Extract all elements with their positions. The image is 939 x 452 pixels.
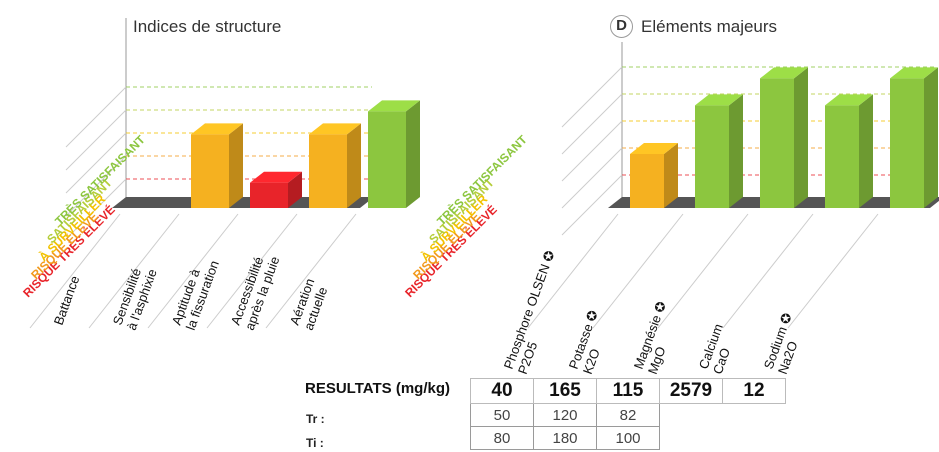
results-label: RESULTATS (mg/kg) — [305, 380, 450, 397]
level-guide — [65, 155, 127, 217]
ti-mgo: 100 — [596, 426, 660, 450]
level-guide — [65, 132, 127, 194]
ti-k2o: 180 — [533, 426, 597, 450]
bar-top — [825, 94, 873, 106]
category-label: Aptitude àla fissuration — [169, 253, 222, 332]
level-guide — [561, 147, 623, 209]
bar-top — [695, 94, 743, 106]
tr-k2o: 120 — [533, 403, 597, 427]
category-label: Potasse ✪K2O — [566, 308, 615, 376]
bar-side — [924, 67, 938, 209]
category-label: CalciumCaO — [696, 322, 740, 376]
bar-4 — [890, 78, 924, 209]
chart2-title: Eléments majeurs — [641, 17, 778, 36]
result-p2o5: 40 — [470, 378, 534, 404]
bar-4 — [368, 111, 406, 208]
results-row-tr: 50 120 82 — [470, 403, 786, 427]
bar-top — [760, 67, 808, 79]
bar-top — [630, 143, 678, 154]
chart1-floor — [112, 197, 374, 208]
category-label: Sodium ✪Na2O — [761, 311, 809, 376]
bar-1 — [695, 105, 729, 208]
bar-2 — [760, 78, 794, 209]
bar-2 — [250, 182, 288, 208]
category-label: Phosphore OLSEN ✪P2O5 — [501, 248, 572, 376]
ti-label: Ti : — [306, 436, 324, 450]
bar-side — [729, 94, 743, 208]
bar-top — [191, 123, 243, 135]
bar-top — [309, 123, 361, 135]
level-guide — [561, 93, 623, 155]
results-row-ti: 80 180 100 — [470, 426, 786, 450]
tr-mgo: 82 — [596, 403, 660, 427]
result-k2o: 165 — [533, 378, 597, 404]
level-guide — [561, 120, 623, 182]
section-badge: D — [610, 15, 633, 38]
level-guide — [65, 86, 127, 148]
category-divider — [527, 213, 619, 329]
bar-side — [288, 171, 302, 208]
category-divider — [265, 213, 357, 329]
tr-label: Tr : — [306, 412, 325, 426]
category-divider — [88, 213, 180, 329]
category-label: Magnésie ✪MgO — [631, 299, 683, 376]
category-divider — [592, 213, 684, 329]
category-divider — [787, 213, 879, 329]
result-mgo: 115 — [596, 378, 660, 404]
category-label: Battance — [51, 274, 83, 327]
bar-3 — [825, 105, 859, 208]
level-guide — [65, 178, 127, 240]
bar-top — [368, 100, 420, 112]
level-guide — [561, 174, 623, 236]
result-na2o: 12 — [722, 378, 786, 404]
bar-side — [229, 123, 243, 208]
bar-top — [890, 67, 938, 79]
bar-1 — [191, 134, 229, 208]
category-divider — [657, 213, 749, 329]
ti-p2o5: 80 — [470, 426, 534, 450]
bar-side — [859, 94, 873, 208]
bar-side — [664, 143, 678, 208]
bar-top — [250, 171, 302, 183]
bar-3 — [309, 134, 347, 208]
category-divider — [29, 213, 121, 329]
results-table: 40 165 115 2579 12 50 120 82 80 180 100 — [470, 378, 786, 450]
category-divider — [147, 213, 239, 329]
level-guide — [561, 66, 623, 128]
tr-p2o5: 50 — [470, 403, 534, 427]
results-row-values: 40 165 115 2579 12 — [470, 378, 786, 404]
bar-0 — [630, 154, 664, 208]
level-guide — [65, 109, 127, 171]
category-label: Aérationactuelle — [287, 276, 332, 332]
chart1-title: Indices de structure — [133, 17, 282, 36]
category-divider — [722, 213, 814, 329]
bar-side — [794, 67, 808, 209]
category-label: Sensibilitéà l'asphixie — [110, 262, 160, 332]
bar-side — [406, 100, 420, 208]
bar-side — [347, 123, 361, 208]
category-divider — [206, 213, 298, 329]
result-cao: 2579 — [659, 378, 723, 404]
